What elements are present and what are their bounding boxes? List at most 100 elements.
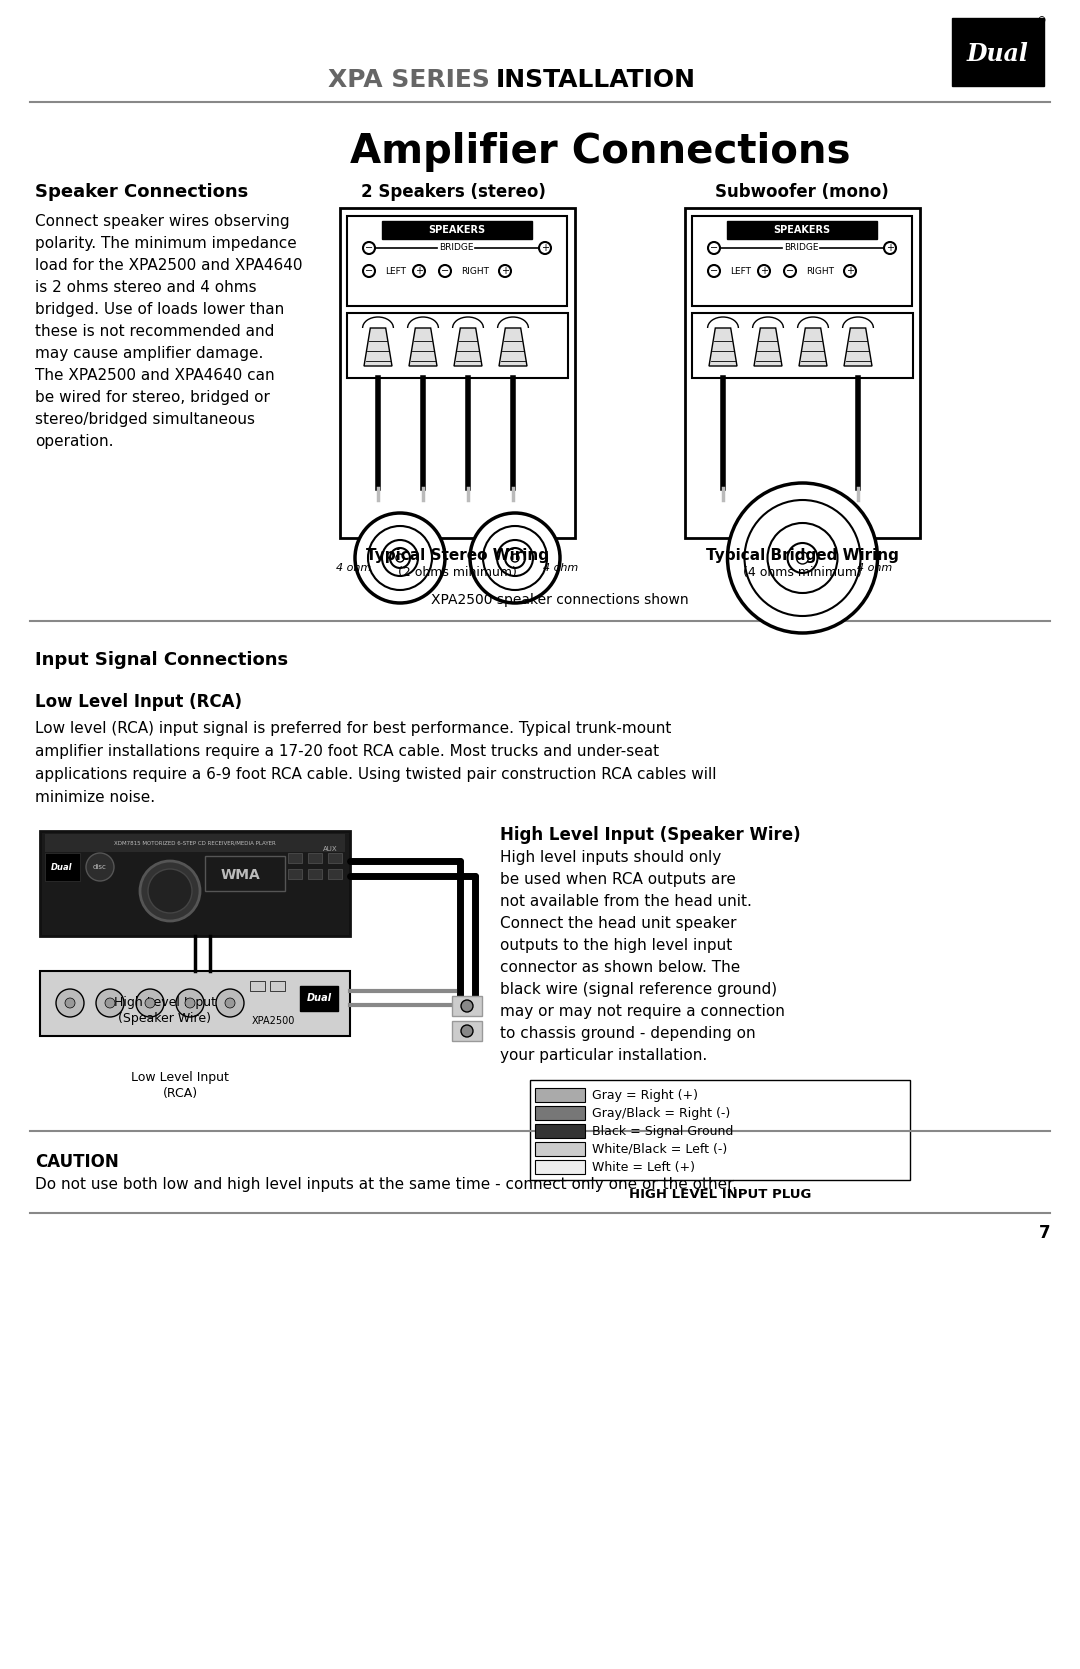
Bar (249, 981, 265, 991)
Circle shape (497, 541, 534, 576)
Circle shape (499, 265, 511, 277)
Text: Low level (RCA) input signal is preferred for best performance. Typical trunk-mo: Low level (RCA) input signal is preferre… (35, 721, 672, 736)
Text: amplifier installations require a 17-20 foot RCA cable. Most trucks and under-se: amplifier installations require a 17-20 … (35, 744, 659, 759)
Text: +: + (415, 265, 423, 275)
Polygon shape (499, 329, 527, 366)
Text: Black = Signal Ground: Black = Signal Ground (592, 1125, 733, 1138)
Circle shape (105, 998, 114, 1008)
Text: to chassis ground - depending on: to chassis ground - depending on (500, 1026, 756, 1041)
Polygon shape (843, 329, 872, 366)
Text: not available from the head unit.: not available from the head unit. (500, 895, 752, 910)
Bar (328, 870, 342, 880)
Bar (530, 1080, 910, 1180)
Text: stereo/bridged simultaneous: stereo/bridged simultaneous (35, 412, 255, 427)
Text: these is not recommended and: these is not recommended and (35, 324, 274, 339)
Circle shape (768, 522, 837, 592)
Circle shape (511, 554, 519, 562)
Bar (270, 981, 285, 991)
Bar (727, 220, 877, 239)
Text: Dual: Dual (967, 42, 1029, 67)
Bar (692, 314, 913, 377)
Text: −: − (786, 265, 794, 275)
Text: CAUTION: CAUTION (35, 1153, 119, 1172)
Bar (45, 834, 345, 851)
Circle shape (843, 265, 856, 277)
Bar (308, 853, 322, 863)
Text: be used when RCA outputs are: be used when RCA outputs are (500, 871, 735, 886)
Text: minimize noise.: minimize noise. (35, 789, 156, 804)
Text: +: + (886, 244, 894, 254)
Text: WMA: WMA (220, 868, 260, 881)
Text: 4 ohm: 4 ohm (858, 562, 893, 572)
Text: be wired for stereo, bridged or: be wired for stereo, bridged or (35, 391, 270, 406)
Text: +: + (846, 265, 854, 275)
Circle shape (885, 242, 896, 254)
Bar (340, 209, 575, 537)
Text: may cause amplifier damage.: may cause amplifier damage. (35, 345, 264, 361)
Polygon shape (799, 329, 827, 366)
Circle shape (461, 1000, 473, 1011)
Text: BRIDGE: BRIDGE (784, 244, 819, 252)
Text: Input Signal Connections: Input Signal Connections (35, 651, 288, 669)
Bar (535, 1160, 585, 1173)
Bar (300, 986, 338, 1011)
Circle shape (65, 998, 75, 1008)
Text: Gray/Black = Right (-): Gray/Black = Right (-) (592, 1107, 730, 1120)
Text: 4 ohm: 4 ohm (543, 562, 579, 572)
Bar (535, 1142, 585, 1157)
Text: SPEAKERS: SPEAKERS (773, 225, 831, 235)
Bar (951, 18, 1044, 87)
Bar (453, 1021, 482, 1041)
Circle shape (787, 542, 818, 572)
Text: bridged. Use of loads lower than: bridged. Use of loads lower than (35, 302, 284, 317)
Text: Typical Stereo Wiring: Typical Stereo Wiring (366, 547, 549, 562)
Polygon shape (409, 329, 437, 366)
Circle shape (396, 554, 404, 562)
Bar (40, 971, 350, 1036)
Text: ®: ® (1036, 17, 1045, 27)
Bar (308, 870, 322, 880)
Text: connector as shown below. The: connector as shown below. The (500, 960, 740, 975)
Text: Low Level Input (RCA): Low Level Input (RCA) (35, 693, 242, 711)
Text: INSTALLATION: INSTALLATION (496, 68, 696, 92)
Text: AUX: AUX (323, 846, 337, 851)
Circle shape (505, 547, 525, 567)
Text: XPA2500 speaker connections shown: XPA2500 speaker connections shown (431, 592, 689, 608)
Text: your particular installation.: your particular installation. (500, 1048, 707, 1063)
Text: +: + (541, 244, 549, 254)
Text: Gray = Right (+): Gray = Right (+) (592, 1088, 698, 1102)
Circle shape (413, 265, 426, 277)
Circle shape (758, 265, 770, 277)
Text: (RCA): (RCA) (162, 1087, 198, 1100)
Text: Connect the head unit speaker: Connect the head unit speaker (500, 916, 737, 931)
Text: High level inputs should only: High level inputs should only (500, 850, 721, 865)
Text: −: − (365, 265, 373, 275)
Text: White = Left (+): White = Left (+) (592, 1160, 696, 1173)
Text: applications require a 6-9 foot RCA cable. Using twisted pair construction RCA c: applications require a 6-9 foot RCA cabl… (35, 768, 716, 783)
Circle shape (145, 998, 156, 1008)
Text: RIGHT: RIGHT (806, 267, 834, 275)
Circle shape (56, 990, 84, 1016)
Bar (453, 996, 482, 1016)
Bar (328, 853, 342, 863)
Text: black wire (signal reference ground): black wire (signal reference ground) (500, 981, 778, 996)
Circle shape (797, 552, 809, 564)
Text: is 2 ohms stereo and 4 ohms: is 2 ohms stereo and 4 ohms (35, 280, 257, 295)
Polygon shape (708, 329, 737, 366)
Text: Speaker Connections: Speaker Connections (35, 184, 248, 200)
Circle shape (461, 1025, 473, 1036)
Circle shape (708, 265, 720, 277)
Circle shape (470, 512, 561, 603)
Polygon shape (754, 329, 782, 366)
Text: +: + (760, 265, 768, 275)
Bar (45, 853, 80, 881)
Text: Dual: Dual (307, 993, 332, 1003)
Text: Subwoofer (mono): Subwoofer (mono) (715, 184, 889, 200)
Text: +: + (501, 265, 509, 275)
Text: BRIDGE: BRIDGE (438, 244, 473, 252)
Bar (692, 215, 912, 305)
Bar (288, 870, 302, 880)
Text: XDM7815 MOTORIZED 6-STEP CD RECEIVER/MEDIA PLAYER: XDM7815 MOTORIZED 6-STEP CD RECEIVER/MED… (114, 841, 275, 846)
Circle shape (363, 242, 375, 254)
Text: load for the XPA2500 and XPA4640: load for the XPA2500 and XPA4640 (35, 259, 302, 274)
